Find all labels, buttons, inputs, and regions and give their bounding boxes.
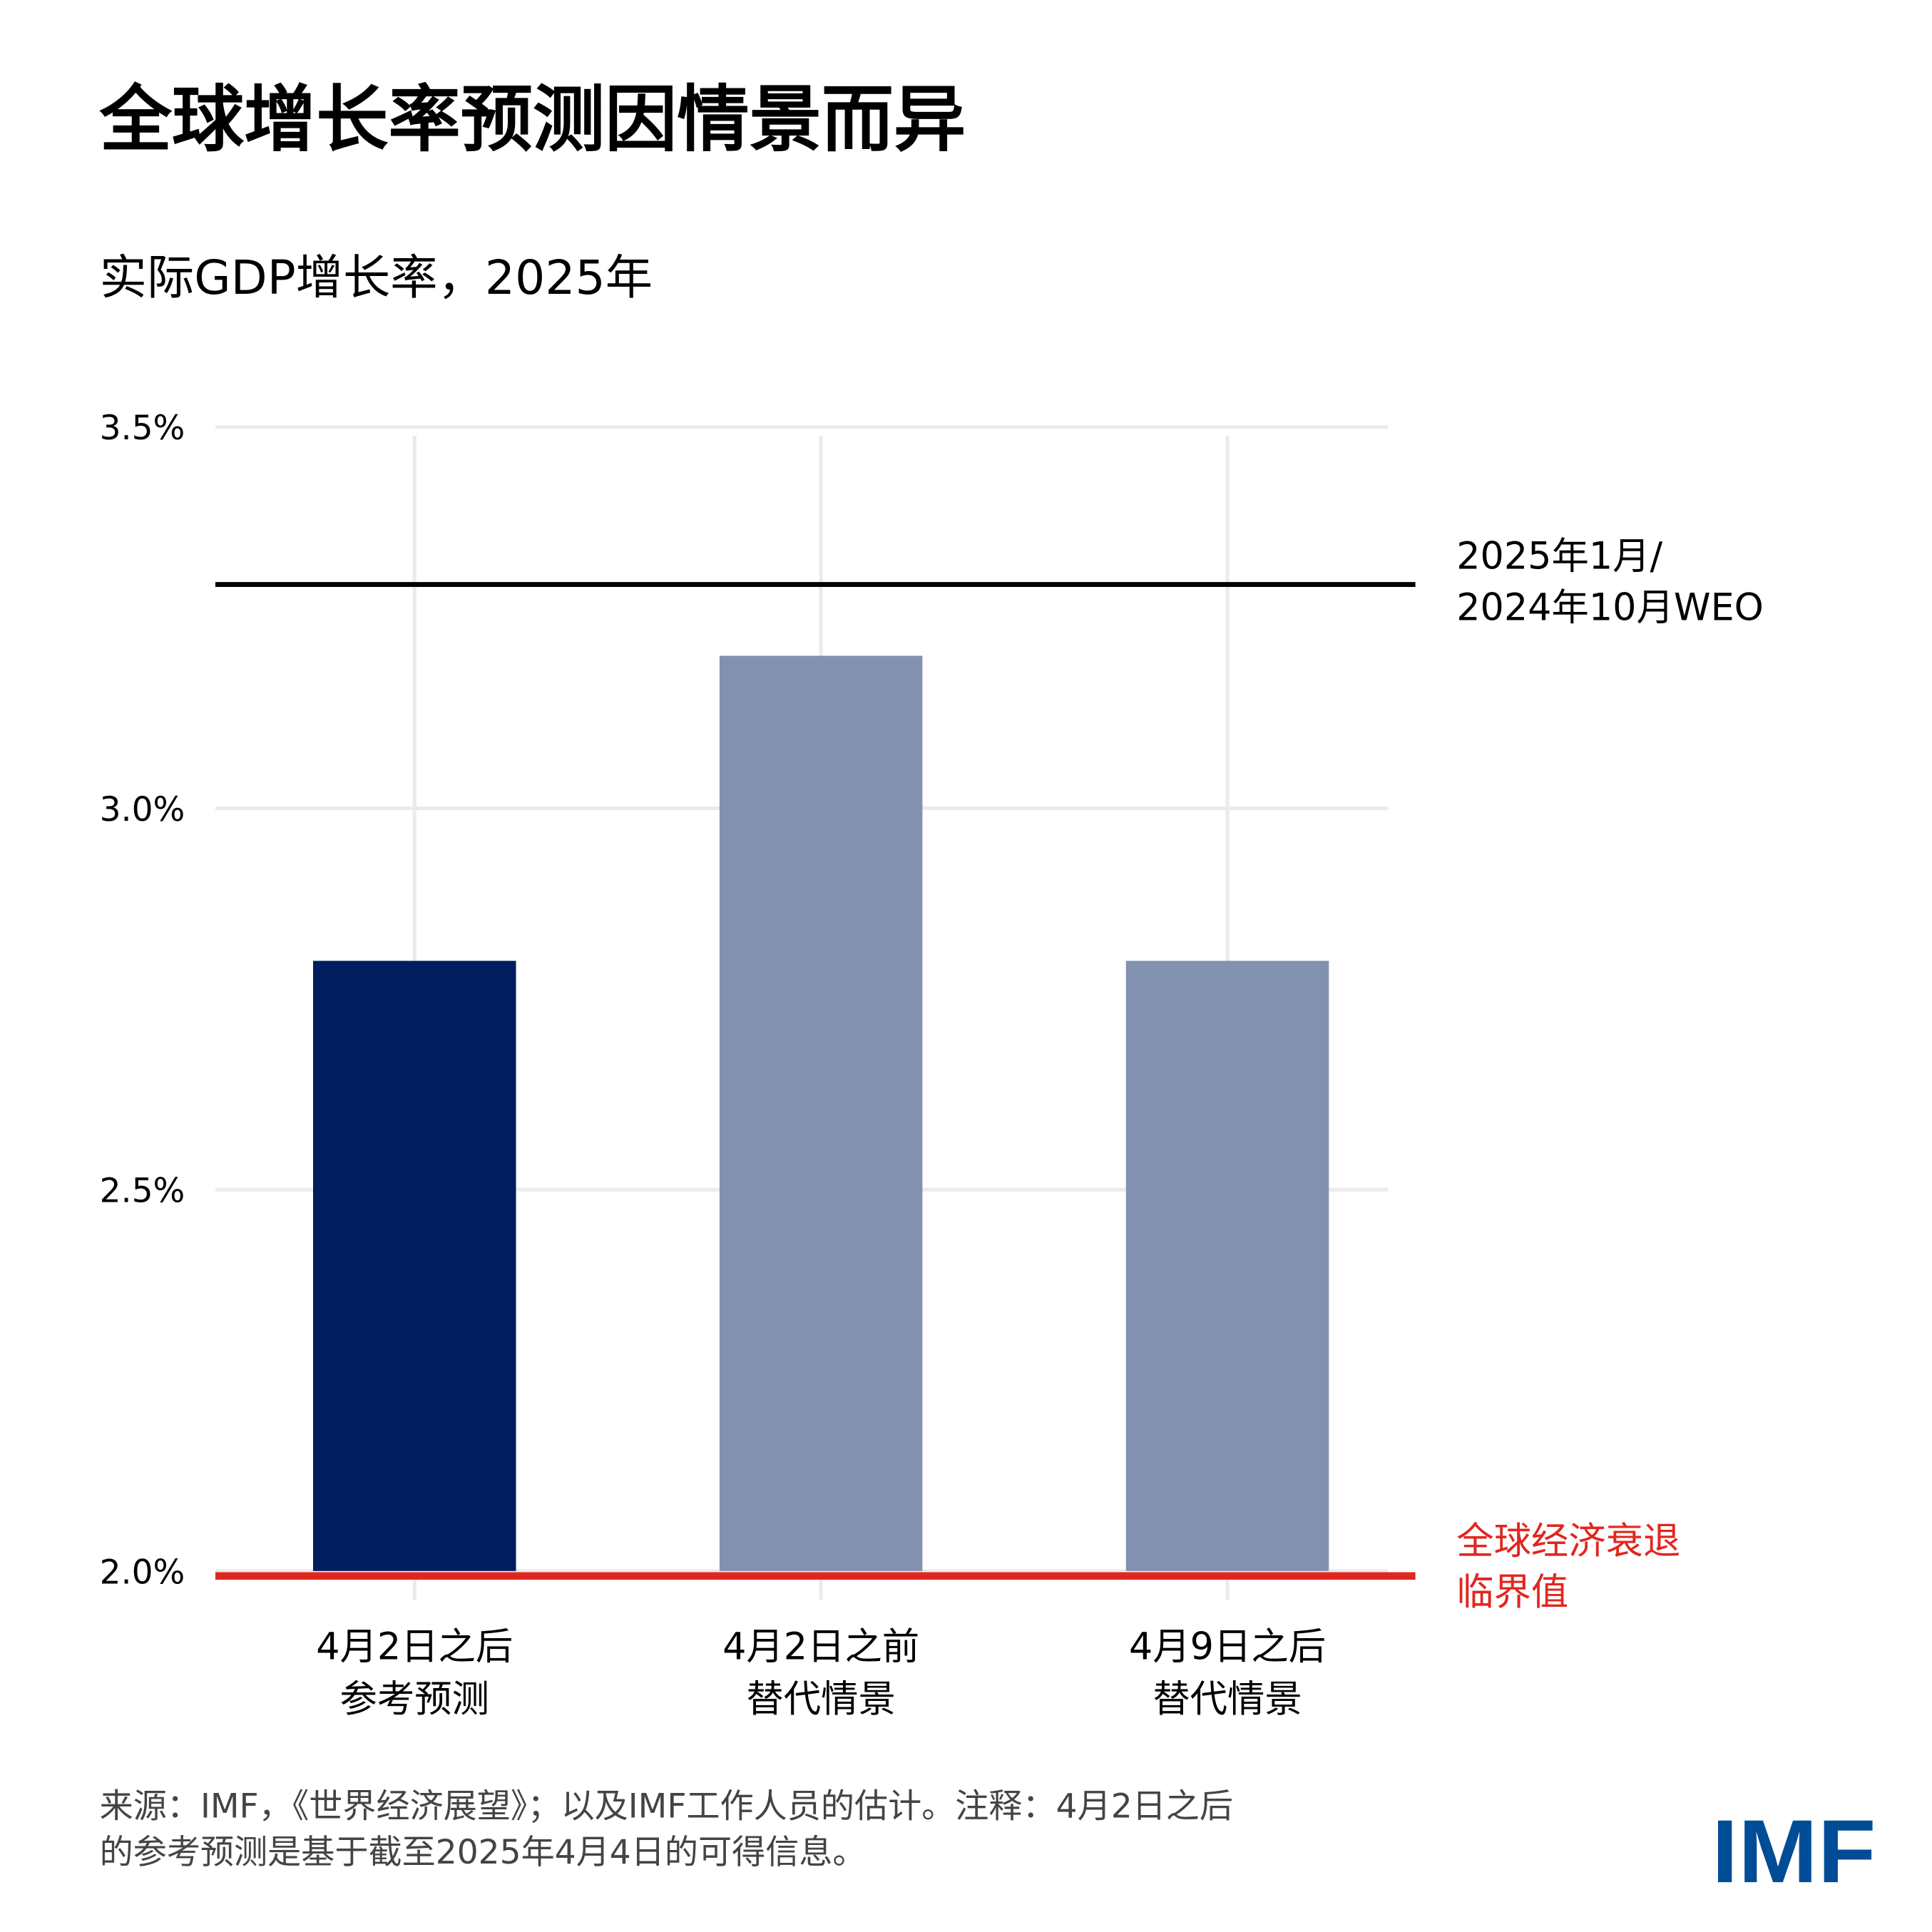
y-axis: 2.0% 2.5% 3.0% 3.5% xyxy=(100,409,185,1592)
y-tick-label: 3.0% xyxy=(100,790,185,829)
footnote-line-1: 来源：IMF，《世界经济展望》；以及IMF工作人员的估计。注释：4月2日之后 xyxy=(100,1787,1233,1826)
x-tick-label: 替代情景 xyxy=(1152,1677,1302,1721)
bars xyxy=(312,655,1329,1571)
x-tick-label: 参考预测 xyxy=(340,1677,489,1721)
y-tick-label: 3.5% xyxy=(100,409,185,448)
chart-title: 全球增长率预测因情景而异 xyxy=(99,77,966,161)
bar xyxy=(719,655,923,1571)
chart-subtitle: 实际GDP增长率，2025年 xyxy=(100,250,653,305)
reference-line-label: 全球经济衰退 xyxy=(1456,1519,1680,1563)
footnote-line-2: 的参考预测是基于截至2025年4月4日的可得信息。 xyxy=(100,1833,867,1872)
y-tick-label: 2.0% xyxy=(100,1553,185,1592)
x-tick-label: 替代情景 xyxy=(746,1677,895,1721)
reference-line-label: 2025年1月/ xyxy=(1456,535,1662,578)
imf-logo: IMF xyxy=(1712,1801,1876,1901)
x-tick-label: 4月9日之后 xyxy=(1129,1625,1326,1669)
x-tick-label: 4月2日之前 xyxy=(722,1625,919,1669)
bar xyxy=(312,961,516,1571)
y-tick-label: 2.5% xyxy=(100,1172,185,1211)
bar xyxy=(1125,961,1329,1571)
reference-line-label: 临界值 xyxy=(1456,1570,1568,1614)
reference-line-label: 2024年10月WEO xyxy=(1456,586,1764,629)
x-tick-label: 4月2日之后 xyxy=(316,1625,513,1669)
